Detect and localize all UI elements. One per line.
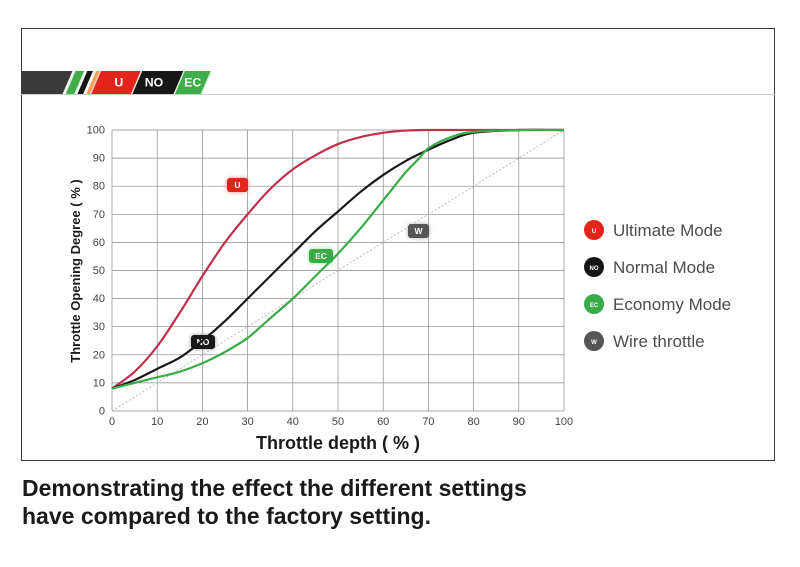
svg-text:60: 60 [93,237,105,249]
svg-text:40: 40 [287,416,299,428]
svg-text:80: 80 [467,416,479,428]
svg-text:40: 40 [93,293,105,305]
svg-text:50: 50 [332,416,344,428]
svg-text:EC: EC [590,303,599,309]
svg-text:W: W [591,340,597,346]
svg-text:30: 30 [241,416,253,428]
svg-text:NO: NO [590,266,599,272]
svg-text:30: 30 [93,321,105,333]
svg-text:80: 80 [93,181,105,193]
svg-text:0: 0 [109,416,115,428]
svg-text:Wire throttle: Wire throttle [613,332,705,351]
svg-text:Throttle Opening Degree ( % ): Throttle Opening Degree ( % ) [68,179,83,362]
svg-text:10: 10 [93,377,105,389]
svg-text:W: W [414,226,423,236]
svg-text:60: 60 [377,416,389,428]
svg-text:Economy Mode: Economy Mode [613,295,731,314]
svg-text:20: 20 [93,349,105,361]
svg-text:Ultimate Mode: Ultimate Mode [613,221,723,240]
svg-text:90: 90 [93,153,105,165]
svg-text:70: 70 [422,416,434,428]
svg-text:100: 100 [555,416,573,428]
svg-text:90: 90 [513,416,525,428]
svg-text:10: 10 [151,416,163,428]
svg-text:U: U [234,180,240,190]
svg-text:70: 70 [93,209,105,221]
svg-text:0: 0 [99,406,105,418]
svg-text:EC: EC [315,251,327,261]
svg-text:100: 100 [87,125,105,137]
svg-text:NO: NO [197,337,210,347]
svg-text:Normal Mode: Normal Mode [613,258,715,277]
svg-text:Throttle depth ( % ): Throttle depth ( % ) [256,433,420,453]
svg-text:20: 20 [196,416,208,428]
svg-text:50: 50 [93,265,105,277]
svg-text:U: U [592,229,596,235]
